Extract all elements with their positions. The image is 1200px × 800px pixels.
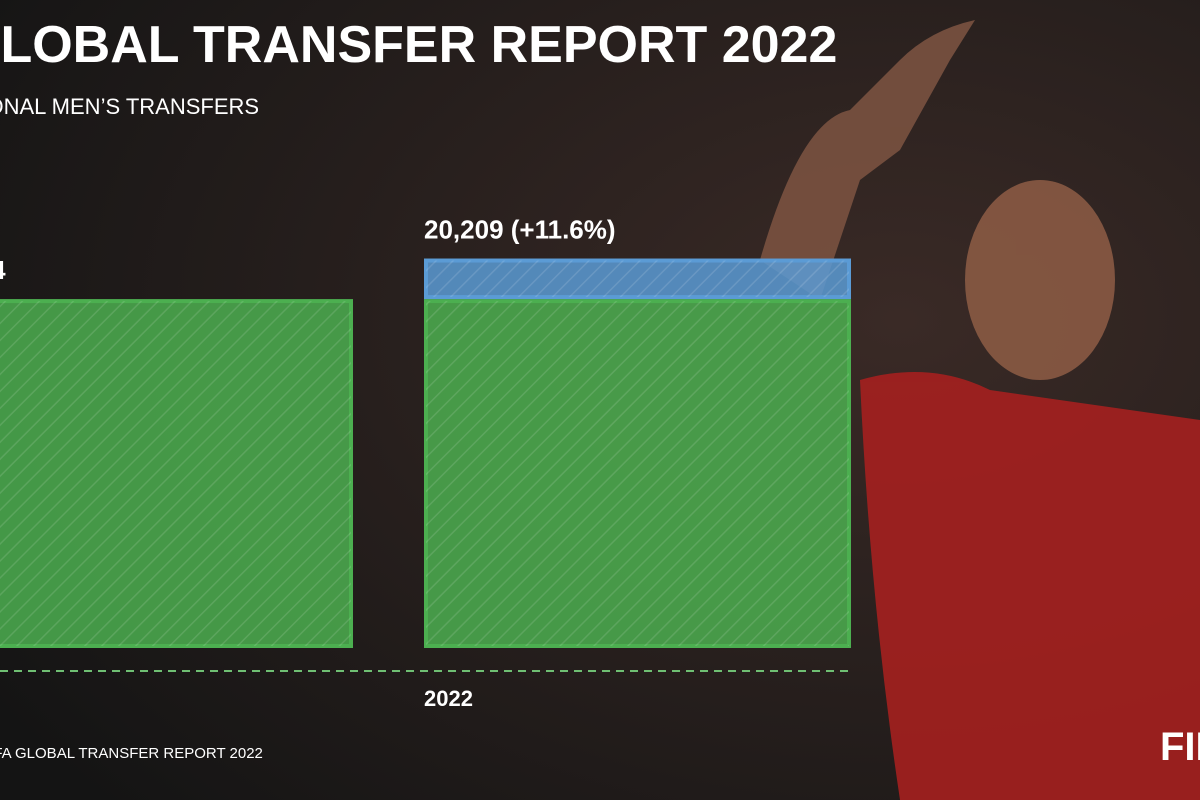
bar-hatch — [426, 301, 849, 646]
chart-title: GLOBAL TRANSFER REPORT 2022 — [0, 16, 837, 74]
bar-hatch — [426, 260, 849, 298]
chart-subtitle: INTERNATIONAL MEN’S TRANSFERS — [0, 94, 259, 119]
total-label: 20,209 (+11.6%) — [424, 215, 616, 245]
logo: FIFA — [1160, 725, 1200, 769]
total-label: 18,104 — [0, 255, 6, 285]
player-silhouette — [760, 20, 1200, 800]
x-tick-label: 2022 — [424, 686, 473, 711]
bar-hatch — [0, 301, 351, 646]
source: FIFA GLOBAL TRANSFER REPORT 2022 — [0, 745, 263, 762]
